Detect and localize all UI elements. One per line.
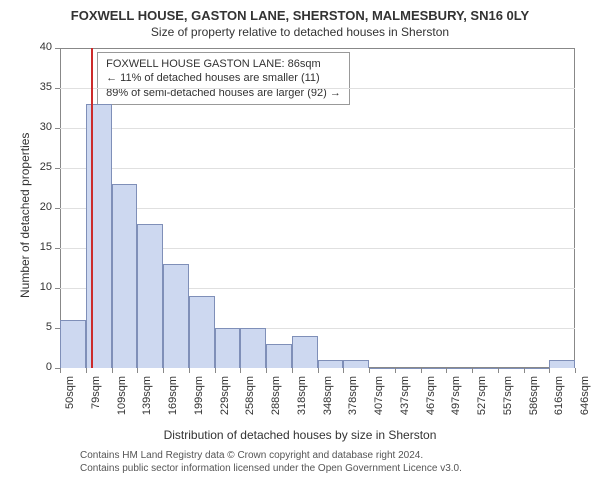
x-tick-label: 139sqm: [141, 376, 153, 426]
histogram-bar: [60, 320, 86, 368]
grid-line: [60, 128, 575, 129]
x-tick-label: 407sqm: [373, 376, 385, 426]
histogram-bar: [215, 328, 241, 368]
x-tick-label: 258sqm: [244, 376, 256, 426]
y-tick-label: 15: [30, 241, 52, 253]
histogram-bar: [86, 104, 112, 368]
chart-container: FOXWELL HOUSE, GASTON LANE, SHERSTON, MA…: [0, 0, 600, 500]
x-tick-label: 467sqm: [425, 376, 437, 426]
histogram-bar: [472, 368, 498, 369]
y-tick-label: 5: [30, 321, 52, 333]
x-tick-mark: [163, 368, 164, 373]
histogram-bar: [292, 336, 318, 368]
histogram-bar: [112, 184, 138, 368]
x-tick-label: 437sqm: [399, 376, 411, 426]
y-tick-label: 0: [30, 361, 52, 373]
x-tick-mark: [318, 368, 319, 373]
histogram-bar: [421, 368, 447, 369]
y-tick-label: 20: [30, 201, 52, 213]
histogram-bar: [395, 368, 421, 369]
annotation-line1: FOXWELL HOUSE GASTON LANE: 86sqm: [106, 57, 341, 71]
histogram-bar: [549, 360, 575, 368]
x-tick-mark: [549, 368, 550, 373]
y-tick-label: 35: [30, 81, 52, 93]
grid-line: [60, 208, 575, 209]
x-axis-label: Distribution of detached houses by size …: [0, 428, 600, 442]
histogram-bar: [266, 344, 292, 368]
x-tick-label: 557sqm: [502, 376, 514, 426]
x-tick-label: 318sqm: [296, 376, 308, 426]
y-tick-label: 30: [30, 121, 52, 133]
histogram-bar: [163, 264, 189, 368]
x-tick-label: 199sqm: [193, 376, 205, 426]
x-tick-mark: [343, 368, 344, 373]
x-tick-mark: [472, 368, 473, 373]
x-tick-label: 378sqm: [347, 376, 359, 426]
x-tick-label: 497sqm: [450, 376, 462, 426]
chart-title: FOXWELL HOUSE, GASTON LANE, SHERSTON, MA…: [0, 0, 600, 23]
x-tick-label: 109sqm: [116, 376, 128, 426]
grid-line: [60, 168, 575, 169]
x-tick-mark: [240, 368, 241, 373]
annotation-box: FOXWELL HOUSE GASTON LANE: 86sqm ← 11% o…: [97, 52, 350, 105]
x-tick-mark: [369, 368, 370, 373]
histogram-bar: [318, 360, 344, 368]
y-tick-label: 25: [30, 161, 52, 173]
y-tick-label: 40: [30, 41, 52, 53]
x-tick-mark: [395, 368, 396, 373]
x-tick-mark: [292, 368, 293, 373]
y-tick-mark: [55, 88, 60, 89]
grid-line: [60, 88, 575, 89]
x-tick-label: 527sqm: [476, 376, 488, 426]
chart-subtitle: Size of property relative to detached ho…: [0, 23, 600, 39]
footer-line1: Contains HM Land Registry data © Crown c…: [80, 450, 462, 463]
histogram-bar: [498, 368, 524, 369]
histogram-bar: [240, 328, 266, 368]
x-tick-label: 348sqm: [322, 376, 334, 426]
y-axis-label: Number of detached properties: [18, 133, 32, 298]
y-tick-label: 10: [30, 281, 52, 293]
y-tick-mark: [55, 168, 60, 169]
x-tick-label: 616sqm: [553, 376, 565, 426]
y-tick-mark: [55, 288, 60, 289]
footer-text: Contains HM Land Registry data © Crown c…: [80, 450, 462, 475]
x-tick-label: 79sqm: [90, 376, 102, 426]
x-tick-mark: [112, 368, 113, 373]
annotation-line2: ← 11% of detached houses are smaller (11…: [106, 71, 341, 85]
x-tick-mark: [266, 368, 267, 373]
x-tick-mark: [86, 368, 87, 373]
x-tick-label: 229sqm: [219, 376, 231, 426]
histogram-bar: [137, 224, 163, 368]
y-tick-mark: [55, 48, 60, 49]
x-tick-mark: [498, 368, 499, 373]
y-tick-mark: [55, 128, 60, 129]
marker-line: [91, 48, 93, 368]
x-tick-mark: [524, 368, 525, 373]
x-tick-mark: [421, 368, 422, 373]
x-tick-label: 586sqm: [528, 376, 540, 426]
x-tick-label: 288sqm: [270, 376, 282, 426]
x-tick-label: 646sqm: [579, 376, 591, 426]
x-tick-mark: [575, 368, 576, 373]
histogram-bar: [369, 368, 395, 369]
x-tick-label: 50sqm: [64, 376, 76, 426]
histogram-bar: [189, 296, 215, 368]
x-tick-mark: [446, 368, 447, 373]
x-tick-mark: [189, 368, 190, 373]
y-tick-mark: [55, 208, 60, 209]
footer-line2: Contains public sector information licen…: [80, 463, 462, 476]
histogram-bar: [343, 360, 369, 368]
x-tick-mark: [215, 368, 216, 373]
x-tick-mark: [60, 368, 61, 373]
y-tick-mark: [55, 248, 60, 249]
histogram-bar: [524, 368, 550, 369]
x-tick-label: 169sqm: [167, 376, 179, 426]
histogram-bar: [446, 368, 472, 369]
x-tick-mark: [137, 368, 138, 373]
